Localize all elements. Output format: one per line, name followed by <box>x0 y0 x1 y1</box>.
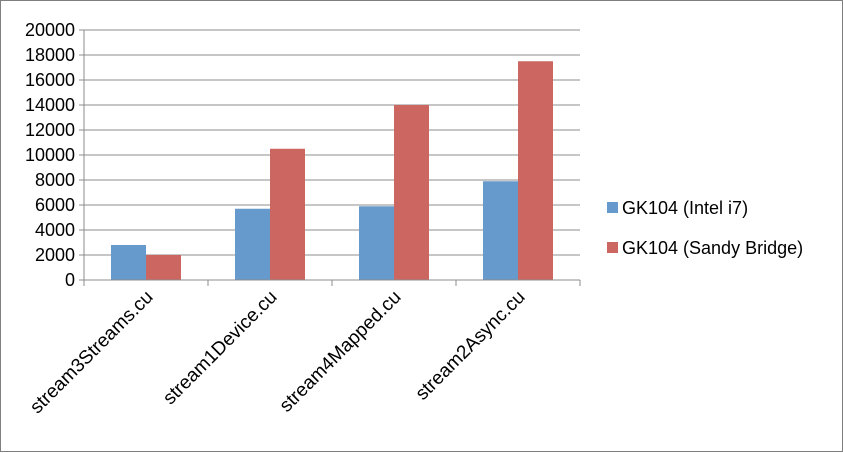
gridlines <box>84 29 580 256</box>
legend-swatch <box>607 202 618 213</box>
legend-label: GK104 (Sandy Bridge) <box>622 238 803 258</box>
y-tick-label: 6000 <box>35 195 75 215</box>
legend: GK104 (Intel i7) GK104 (Sandy Bridge) <box>607 198 803 258</box>
bar <box>483 181 518 280</box>
bars <box>111 61 553 280</box>
y-tick-label: 4000 <box>35 220 75 240</box>
axes <box>79 29 581 286</box>
y-tick-label: 0 <box>65 270 75 290</box>
y-axis-tick-labels: 0 2000 4000 6000 8000 10000 12000 14000 16000 180… <box>25 20 75 290</box>
x-category-label: stream4Mapped.cu <box>276 287 406 417</box>
bar <box>270 148 305 280</box>
x-axis-category-labels: stream3Streams.cu stream1Device.custream4… <box>26 287 529 418</box>
bar <box>146 255 181 280</box>
y-tick-label: 12000 <box>25 120 75 140</box>
x-category-label: stream3Streams.cu <box>26 287 157 418</box>
bar <box>518 61 553 280</box>
legend-label: GK104 (Intel i7) <box>622 198 748 218</box>
bar <box>235 208 270 280</box>
y-tick-label: 8000 <box>35 170 75 190</box>
legend-swatch <box>607 242 618 253</box>
bar <box>394 105 429 280</box>
y-tick-label: 16000 <box>25 70 75 90</box>
x-category-label: stream1Device.cu <box>159 287 281 409</box>
y-tick-label: 18000 <box>25 45 75 65</box>
y-tick-label: 2000 <box>35 245 75 265</box>
bar <box>359 206 394 280</box>
y-tick-label: 14000 <box>25 95 75 115</box>
bar <box>111 245 146 280</box>
y-tick-label: 20000 <box>25 20 75 40</box>
x-category-label: stream2Async.cu <box>412 287 530 405</box>
y-tick-label: 10000 <box>25 145 75 165</box>
